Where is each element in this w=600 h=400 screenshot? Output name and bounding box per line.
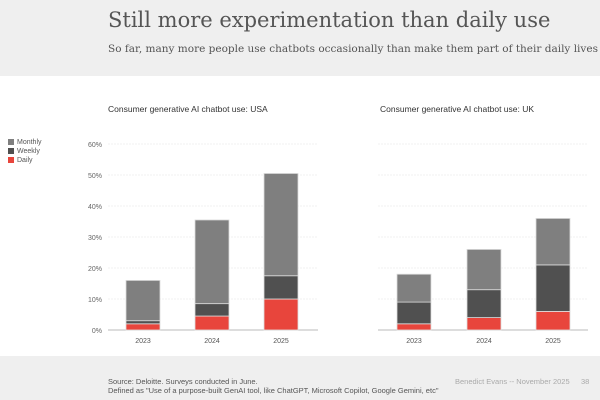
x-tick-label: 2024 — [204, 338, 220, 345]
y-tick-label: 0% — [92, 328, 102, 335]
x-tick-label: 2023 — [135, 338, 151, 345]
bar-monthly-2024 — [466, 248, 502, 291]
bar-monthly-2023 — [125, 279, 161, 322]
y-tick-label: 40% — [88, 204, 102, 211]
bar-weekly-2024 — [194, 303, 230, 317]
header: Still more experimentation than daily us… — [0, 0, 600, 76]
footer: Source: Deloitte. Surveys conducted in J… — [0, 356, 600, 400]
bar-daily-2025 — [263, 298, 299, 331]
bar-daily-2024 — [194, 315, 230, 331]
bar-weekly-2023 — [396, 301, 432, 325]
y-tick-label: 30% — [88, 235, 102, 242]
bar-daily-2024 — [466, 317, 502, 331]
source-note: Source: Deloitte. Surveys conducted in J… — [108, 377, 258, 386]
bar-weekly-2024 — [466, 289, 502, 319]
chart-title-uk: Consumer generative AI chatbot use: UK — [380, 104, 535, 114]
bar-monthly-2025 — [263, 173, 299, 277]
page-subtitle: So far, many more people use chatbots oc… — [108, 43, 598, 55]
x-tick-label: 2023 — [406, 338, 422, 345]
bar-daily-2023 — [125, 323, 161, 331]
bar-daily-2025 — [535, 310, 571, 331]
legend-daily: Daily — [8, 157, 33, 164]
legend-monthly: Monthly — [8, 139, 42, 146]
bar-weekly-2023 — [125, 320, 161, 325]
bar-monthly-2024 — [194, 219, 230, 305]
page-title: Still more experimentation than daily us… — [108, 8, 551, 32]
bar-monthly-2025 — [535, 217, 571, 266]
bar-weekly-2025 — [263, 275, 299, 300]
y-tick-label: 50% — [88, 173, 102, 180]
y-tick-label: 20% — [88, 266, 102, 273]
bar-monthly-2023 — [396, 273, 432, 303]
bar-weekly-2025 — [535, 264, 571, 312]
x-tick-label: 2025 — [273, 338, 289, 345]
page-number: 38 — [581, 377, 590, 386]
x-tick-label: 2024 — [476, 338, 492, 345]
x-tick-label: 2025 — [545, 338, 561, 345]
chart-title-usa: Consumer generative AI chatbot use: USA — [108, 104, 268, 114]
legend-weekly: Weekly — [8, 148, 40, 155]
y-tick-label: 60% — [88, 142, 102, 149]
definition-note: Defined as "Use of a purpose-built GenAI… — [108, 386, 439, 395]
author-date: Benedict Evans -- November 2025 — [455, 377, 570, 386]
bar-daily-2023 — [396, 323, 432, 331]
y-tick-label: 10% — [88, 297, 102, 304]
